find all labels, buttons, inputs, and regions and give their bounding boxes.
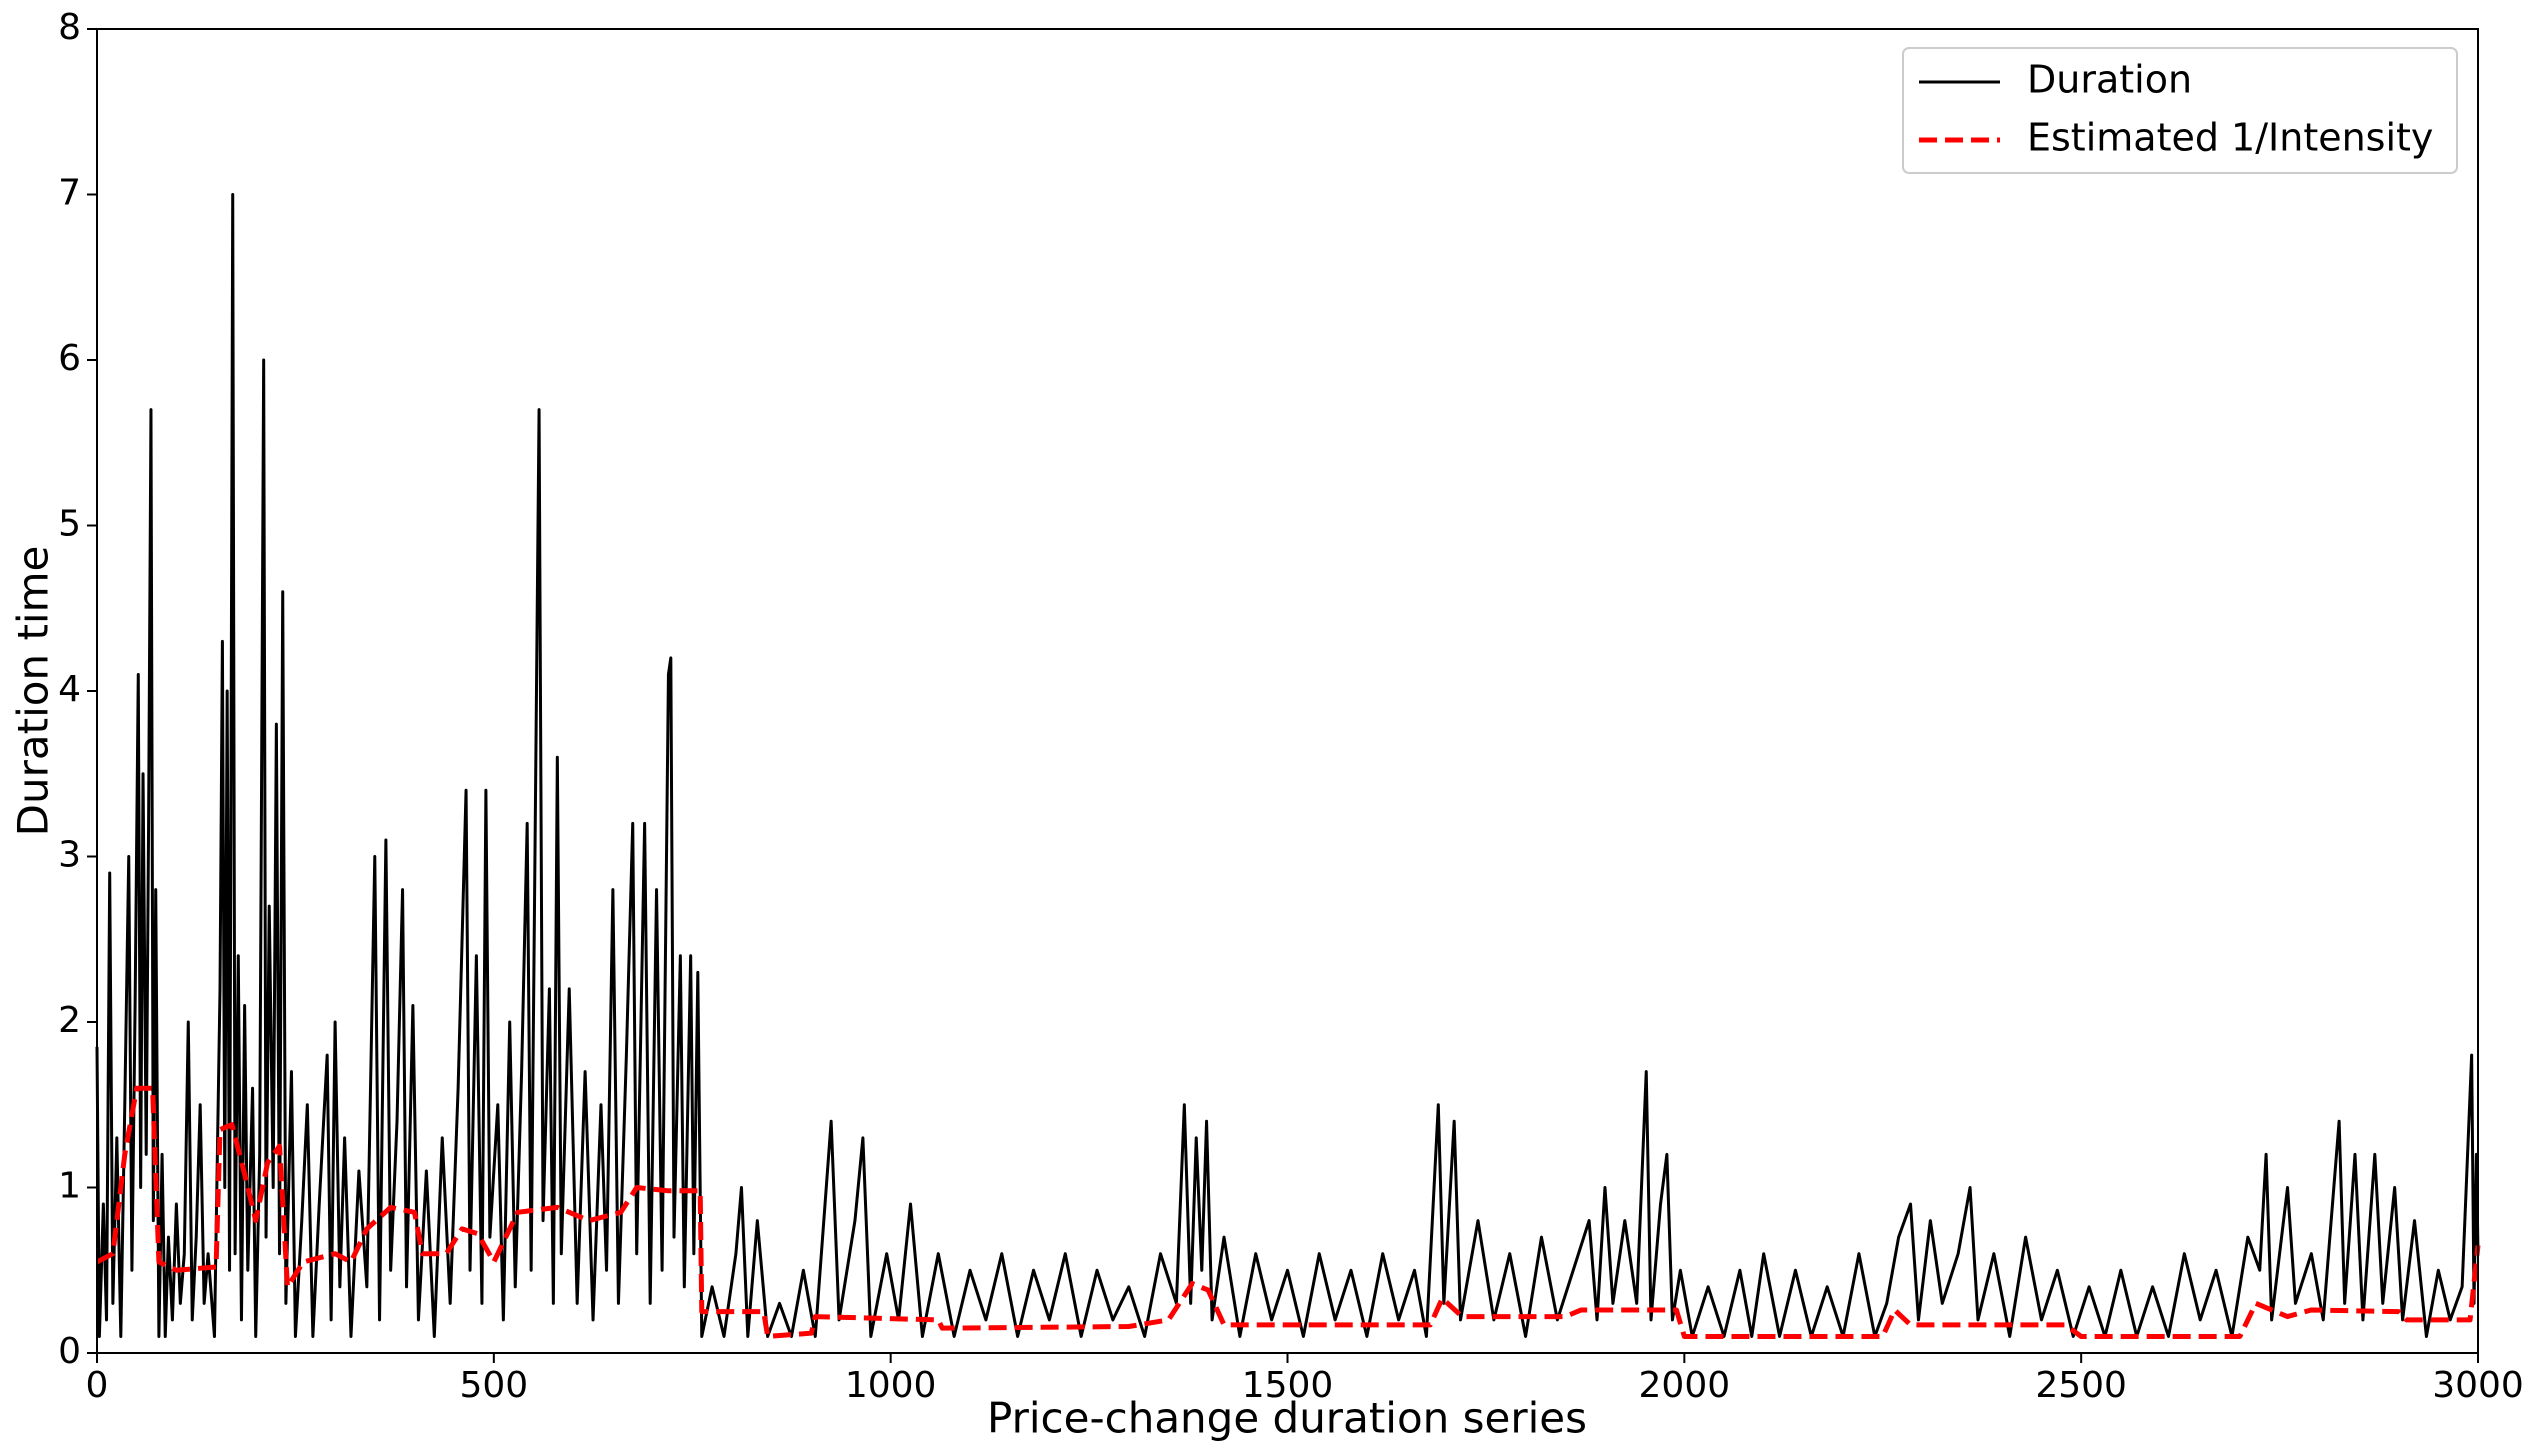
y-axis-label: Duration time [9, 546, 58, 837]
x-tick-label: 1000 [845, 1365, 937, 1406]
x-tick-label: 1500 [1242, 1365, 1334, 1406]
legend-label: Duration [2027, 58, 2192, 102]
y-tick-label: 0 [58, 1331, 81, 1372]
y-tick-label: 6 [58, 338, 81, 379]
data-line [95, 1085, 2481, 1339]
plot-frame [96, 28, 2479, 1354]
data-line [95, 193, 2480, 1338]
y-tick-label: 1 [58, 1166, 81, 1207]
y-tick-label: 7 [58, 173, 81, 214]
legend-box [1902, 47, 2458, 174]
y-tick-label: 5 [58, 504, 81, 545]
y-tick-label: 2 [58, 1000, 81, 1041]
legend-label: Estimated 1/Intensity [2027, 116, 2433, 160]
y-tick-label: 8 [58, 7, 81, 48]
x-tick-label: 3000 [2432, 1365, 2524, 1406]
x-tick-label: 500 [459, 1365, 528, 1406]
y-tick-label: 3 [58, 835, 81, 876]
x-tick-label: 2500 [2035, 1365, 2127, 1406]
x-axis-label: Price-change duration series [987, 1394, 1587, 1443]
x-tick-label: 2000 [1639, 1365, 1731, 1406]
x-tick-label: 0 [86, 1365, 109, 1406]
y-tick-label: 4 [58, 669, 81, 710]
